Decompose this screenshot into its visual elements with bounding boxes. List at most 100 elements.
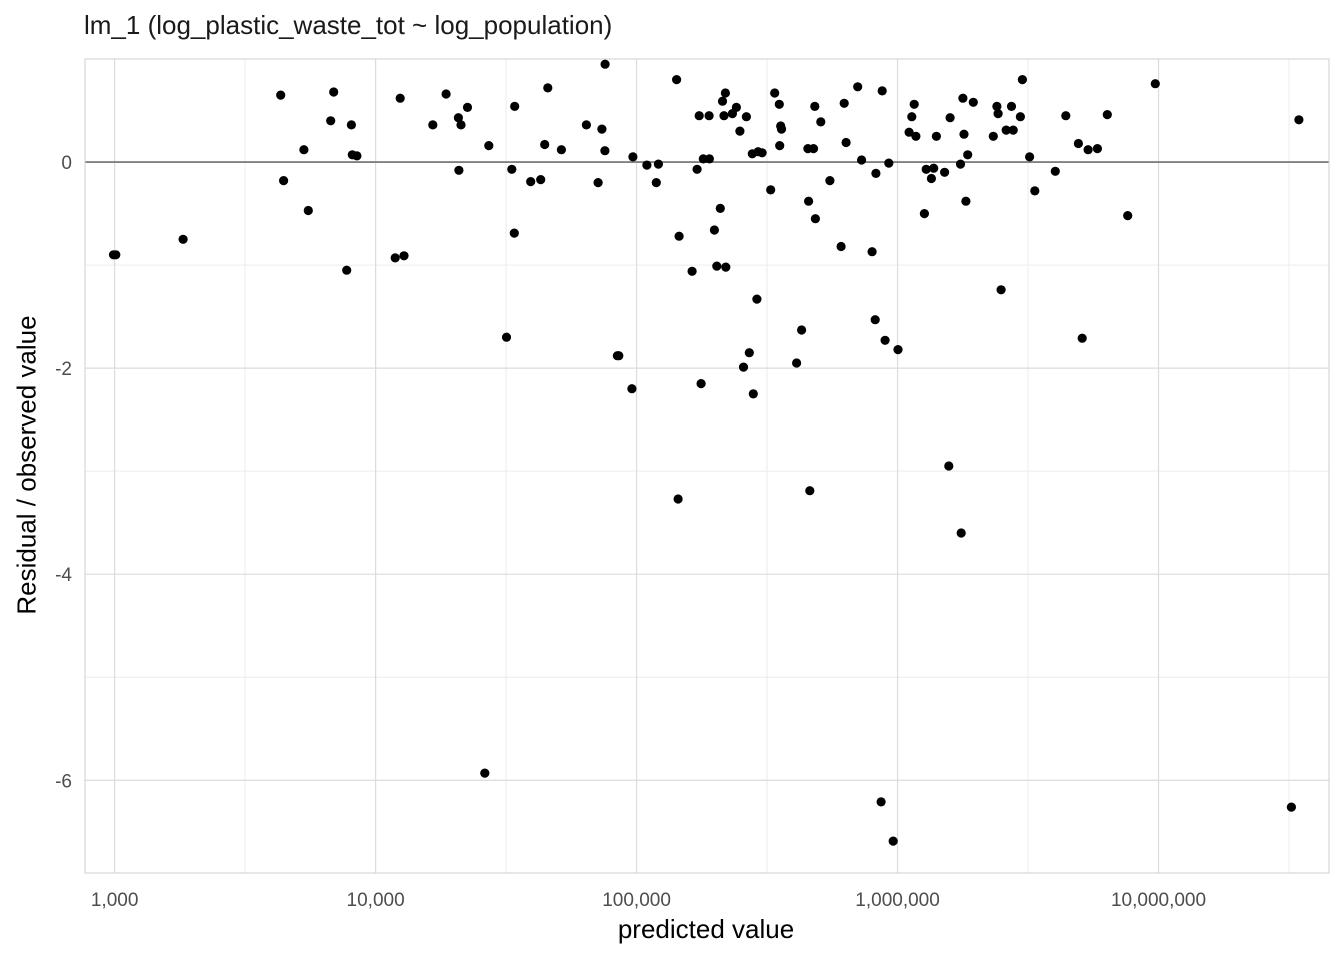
data-point [958,93,968,103]
data-point [731,102,742,112]
data-point [741,112,752,122]
data-point [326,116,336,126]
data-point [945,113,955,123]
data-point [480,768,490,778]
chart-title: lm_1 (log_plastic_waste_tot ~ log_popula… [84,10,613,40]
data-point [299,145,309,155]
data-point [642,160,652,170]
data-point [926,173,937,184]
data-point [178,234,188,244]
data-point [1294,115,1304,125]
data-point [687,266,697,276]
data-point [770,88,780,98]
data-point [774,99,784,109]
x-tick-label: 1,000,000 [855,890,940,911]
data-point [600,59,610,69]
data-point [719,111,729,121]
data-point [940,167,950,177]
data-point [593,178,603,188]
data-point [810,101,820,111]
data-point [775,141,785,151]
data-point [748,389,758,399]
data-point [543,83,553,93]
data-point [1006,101,1017,111]
data-point [540,139,550,150]
data-point [510,101,520,111]
data-point [614,351,624,361]
data-point [993,109,1003,119]
data-point [792,358,802,368]
data-point [744,348,754,358]
data-point [805,486,815,496]
data-point [342,265,352,275]
data-point [720,88,731,98]
data-point [441,89,451,99]
data-point [536,175,546,185]
data-point [276,90,286,100]
data-point [992,101,1002,111]
data-point [1083,145,1093,155]
data-point [1123,211,1133,221]
data-point [303,205,313,216]
data-point [825,176,835,186]
data-point [1050,166,1060,176]
data-points [108,59,1304,846]
data-point [876,797,886,807]
data-point [462,102,473,112]
data-point [907,112,917,122]
data-point [996,285,1006,295]
data-point [509,228,519,238]
data-point [712,261,722,271]
x-axis-ticks: 1,000 10,000 100,000 1,000,000 10,000,000 [91,890,1206,911]
data-point [704,111,714,121]
data-point [738,362,749,372]
data-point [329,87,339,97]
data-point [651,178,661,188]
x-tick-label: 10,000 [347,890,405,911]
data-point [1025,152,1035,162]
data-point [909,99,919,109]
data-point [867,247,877,257]
data-point [871,168,881,178]
data-point [919,209,930,219]
data-point [715,203,725,213]
y-tick-label: -2 [55,359,72,380]
data-point [1102,110,1112,120]
data-point [929,163,939,173]
data-point [961,196,971,206]
data-point [1286,802,1296,812]
data-point [841,137,851,148]
data-point [839,98,849,108]
data-point [395,93,405,103]
data-point [428,120,438,130]
x-tick-label: 1,000 [91,890,139,911]
data-point [752,294,762,304]
x-tick-label: 100,000 [602,890,671,911]
data-point [696,379,706,389]
y-tick-label: -4 [55,565,72,586]
data-point [884,158,894,168]
data-point [111,250,121,260]
data-point [888,836,898,846]
x-tick-label: 10,000,000 [1111,890,1206,911]
data-point [944,461,954,471]
data-point [692,164,702,174]
data-point [968,97,978,107]
data-point [1150,79,1160,89]
data-point [390,253,400,263]
data-point [1008,125,1018,135]
data-point [1061,111,1071,121]
data-point [597,124,607,134]
data-point [853,82,863,92]
data-point [766,185,776,195]
data-point [672,75,682,85]
data-point [694,111,704,121]
data-point [507,164,517,174]
data-point [880,335,890,345]
data-point [776,124,787,134]
data-point [956,528,966,538]
data-point [904,127,914,137]
y-axis-ticks: -6 -4 -2 0 [55,153,72,792]
data-point [717,96,728,106]
